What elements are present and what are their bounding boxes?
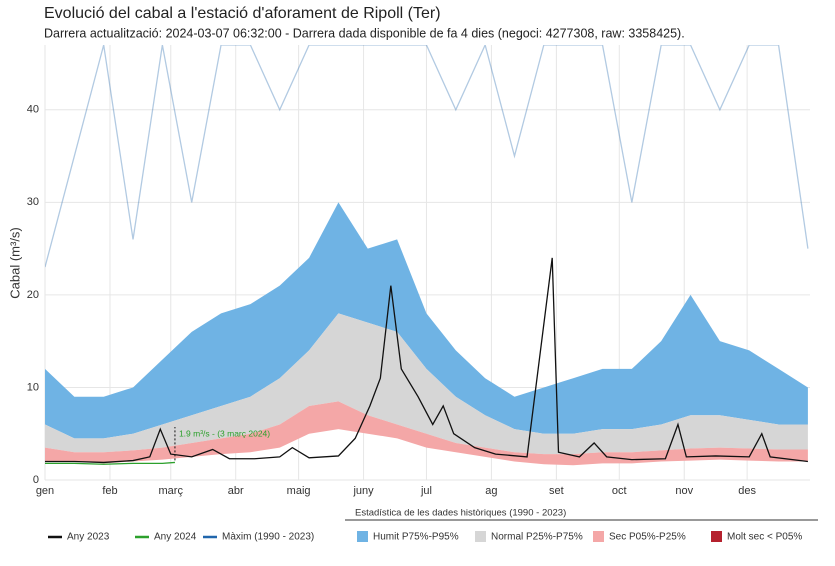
- x-tick-label: abr: [228, 485, 244, 497]
- x-tick-label: des: [738, 485, 756, 497]
- legend-label: Any 2023: [67, 532, 110, 543]
- y-tick-label: 20: [27, 289, 39, 301]
- chart-subtitle: Darrera actualització: 2024-03-07 06:32:…: [44, 26, 685, 40]
- legend-label: Normal P25%-P75%: [491, 532, 583, 543]
- legend-title: Estadística de les dades històriques (19…: [355, 508, 566, 519]
- series-line: [45, 45, 809, 268]
- chart-title: Evolució del cabal a l'estació d'aforame…: [44, 5, 441, 22]
- y-tick-label: 10: [27, 381, 39, 393]
- legend-label: Sec P05%-P25%: [609, 532, 686, 543]
- x-tick-label: març: [159, 485, 184, 497]
- x-tick-label: maig: [287, 485, 311, 497]
- legend-swatch: [593, 531, 604, 542]
- band-area: [45, 202, 808, 439]
- legend-swatch: [357, 531, 368, 542]
- x-tick-label: ag: [485, 485, 497, 497]
- legend-label: Humit P75%-P95%: [373, 532, 459, 543]
- x-tick-label: jul: [420, 485, 432, 497]
- x-tick-label: gen: [36, 485, 54, 497]
- x-tick-label: juny: [352, 485, 374, 497]
- y-tick-label: 0: [33, 474, 39, 486]
- legend-label: Any 2024: [154, 532, 197, 543]
- x-tick-label: oct: [612, 485, 627, 497]
- y-tick-label: 40: [27, 104, 39, 116]
- legend-label: Molt sec < P05%: [727, 532, 802, 543]
- x-tick-label: nov: [675, 485, 693, 497]
- legend-swatch: [711, 531, 722, 542]
- x-tick-label: set: [549, 485, 564, 497]
- annotation: 1.9 m³/s - (3 març 2024): [179, 428, 270, 438]
- band-area: [45, 313, 808, 455]
- series-line: [45, 461, 175, 465]
- legend-label: Màxim (1990 - 2023): [222, 532, 314, 543]
- series-line: [45, 257, 808, 464]
- y-axis-label: Cabal (m³/s): [7, 227, 22, 299]
- legend-swatch: [475, 531, 486, 542]
- band-area: [45, 401, 808, 466]
- x-tick-label: feb: [102, 485, 117, 497]
- y-tick-label: 30: [27, 196, 39, 208]
